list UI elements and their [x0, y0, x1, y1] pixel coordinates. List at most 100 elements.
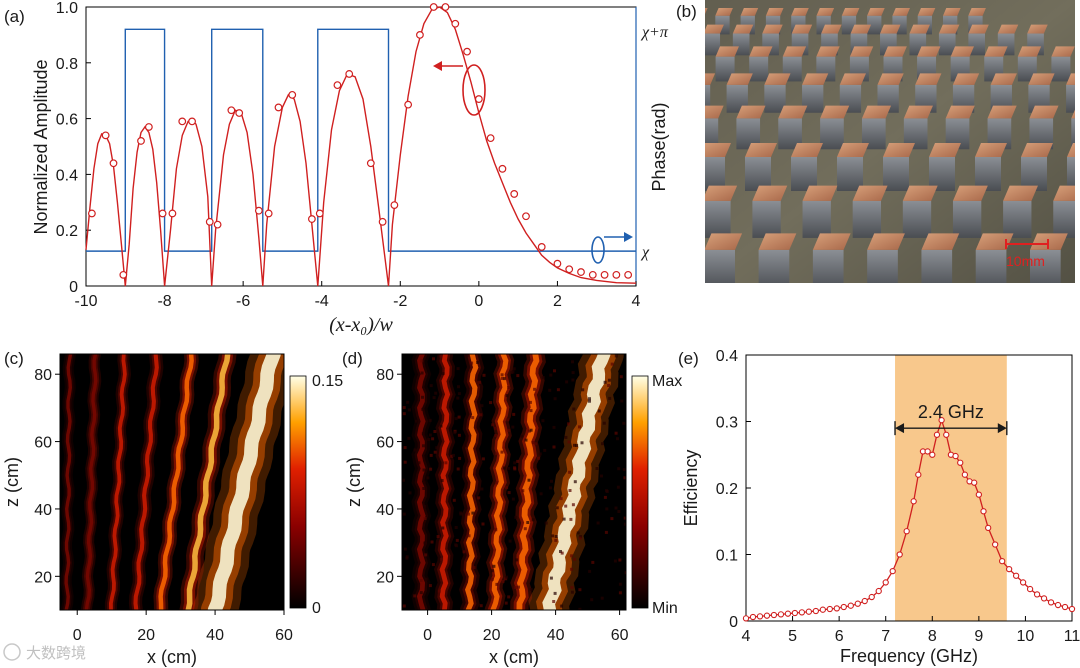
speckle: [437, 589, 441, 593]
d-xtick-label: 0: [423, 627, 432, 644]
speckle: [420, 359, 424, 363]
pillar-array: [639, 0, 1075, 347]
pillar-top: [880, 24, 901, 34]
pillar-top: [903, 105, 933, 119]
efficiency-marker: [929, 451, 936, 458]
panel-e-yticks: 0 0.1 0.2 0.3 0.4: [716, 348, 751, 631]
speckle: [476, 361, 480, 364]
colorbar-c-max-label: 0.15: [312, 373, 343, 390]
amplitude-marker: [429, 3, 438, 11]
speckle: [507, 386, 511, 389]
speckle: [406, 400, 410, 404]
speckle: [605, 507, 609, 511]
pillar-body: [812, 249, 844, 283]
speckle: [600, 474, 603, 478]
amplitude-marker: [307, 215, 316, 223]
efficiency-marker: [791, 609, 799, 617]
pillar-top: [791, 8, 809, 16]
efficiency-marker: [1054, 601, 1062, 609]
pillar-body: [903, 118, 928, 150]
heatmap-c-frame: [59, 353, 285, 611]
pillar-body: [880, 304, 913, 347]
speckle: [423, 504, 427, 508]
pillar-body: [921, 249, 953, 283]
speckle: [479, 413, 483, 417]
panel-e-ylabel: Efficiency: [681, 450, 701, 527]
pillar-top: [849, 46, 874, 57]
heat-beam: [490, 354, 509, 610]
speckle: [607, 378, 611, 382]
speckle: [441, 372, 445, 376]
speckle: [413, 448, 417, 452]
phase-axis-indicator-ellipse: [591, 236, 605, 264]
pillar-top: [639, 8, 657, 16]
speckle: [457, 385, 460, 389]
amplitude-marker: [315, 209, 324, 218]
pillar-top: [816, 46, 840, 57]
speckle: [491, 423, 495, 427]
speckle: [514, 515, 518, 519]
pillar-top: [917, 8, 936, 16]
colorbar-d-max-label: Max: [652, 373, 682, 390]
speckle: [422, 480, 426, 484]
speckle: [622, 421, 626, 425]
speckle: [431, 437, 435, 441]
pillar-body: [820, 118, 844, 150]
amplitude-marker: [600, 270, 609, 279]
speckle: [467, 534, 471, 538]
speckle: [527, 478, 531, 482]
panel-d-xlabel: x (cm): [489, 647, 539, 667]
speckle: [403, 547, 407, 551]
speckle: [494, 434, 498, 437]
pillar-body: [705, 249, 735, 283]
efficiency-marker: [777, 611, 785, 618]
pillar-body: [652, 201, 680, 238]
speckle: [516, 459, 520, 463]
heat-beam: [516, 354, 540, 610]
watermark-logo-icon: [3, 643, 21, 661]
amplitude-marker: [624, 270, 633, 279]
speckle: [539, 492, 543, 496]
pillar-top: [778, 105, 808, 119]
speckle: [541, 376, 545, 380]
c-xtick-label: 0: [73, 627, 82, 644]
pillar-top: [1071, 109, 1075, 119]
pillar-body: [852, 200, 882, 238]
speckle: [505, 394, 509, 398]
pillar-top: [749, 46, 773, 57]
speckle: [605, 490, 609, 493]
speckle: [610, 362, 614, 366]
pillar-top: [841, 8, 860, 16]
pillar-top: [758, 233, 797, 250]
panel-b-label: (b): [676, 2, 697, 21]
a-xtick-label: -10: [74, 293, 97, 310]
speckle: [500, 450, 504, 454]
pillar-top: [705, 105, 724, 119]
speckle: [529, 428, 533, 432]
pillar-top: [705, 46, 706, 48]
pillar-top: [987, 105, 1017, 119]
colorbar-d: [631, 375, 649, 609]
speckle: [457, 415, 461, 419]
heat-beam: [108, 354, 127, 610]
speckle: [549, 486, 552, 490]
speckle: [432, 357, 435, 361]
panel-c-ylabel: z (cm): [2, 457, 22, 507]
speckle: [549, 576, 553, 580]
panel-a-ylabel: Normalized Amplitude: [31, 59, 51, 234]
pillar-body: [674, 34, 691, 56]
speckle: [607, 384, 611, 387]
efficiency-marker: [975, 491, 983, 498]
e-ytick-label: 0.1: [716, 548, 738, 565]
pillar-body: [758, 249, 790, 283]
speckle: [505, 486, 509, 490]
speckle: [419, 591, 423, 595]
speckle: [527, 429, 531, 433]
speckle: [430, 540, 434, 544]
efficiency-marker: [980, 508, 987, 515]
e-ytick-label: 0.2: [716, 481, 738, 498]
pillar-body: [705, 118, 719, 150]
pillar-top: [943, 8, 961, 16]
efficiency-marker: [763, 612, 771, 619]
